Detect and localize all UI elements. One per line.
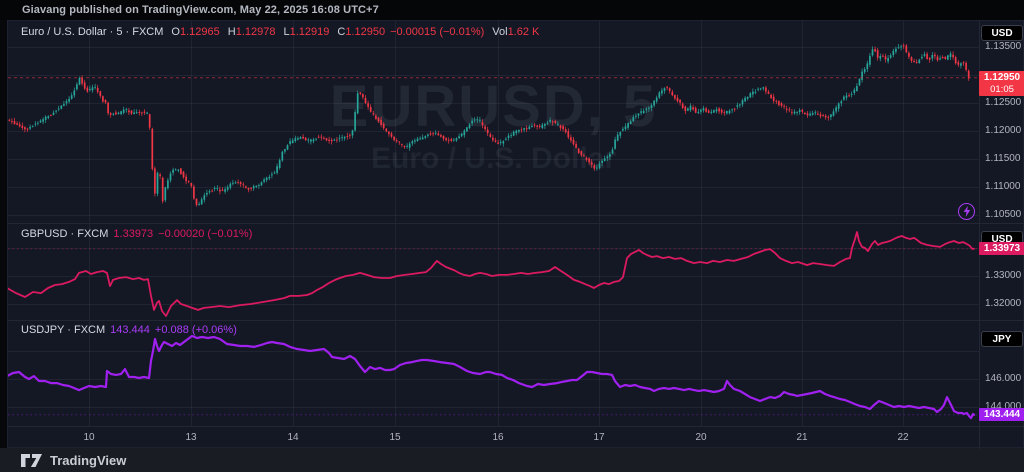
- price-axis-label: 1.12500: [985, 97, 1022, 108]
- time-axis-label: 20: [695, 432, 707, 443]
- volume-value: 1.62 K: [507, 26, 540, 38]
- price-axis-label: 1.11500: [985, 153, 1021, 164]
- price-axis-label: 1.13500: [985, 41, 1022, 52]
- price-axis-label: 1.32000: [985, 298, 1022, 309]
- panel-divider: [8, 426, 1024, 427]
- usdjpy-price: 143.444: [110, 324, 150, 336]
- time-axis-label: 22: [897, 432, 909, 443]
- close-value: 1.12950: [345, 26, 386, 38]
- instant-trade-icon[interactable]: [958, 203, 975, 220]
- price-axis-label: 1.10500: [985, 209, 1022, 220]
- gbpusd-pane[interactable]: [8, 223, 979, 320]
- usdjpy-symbol-label[interactable]: USDJPY · FXCM: [21, 324, 106, 336]
- time-axis-label: 14: [287, 432, 299, 443]
- volume-label: Vol: [492, 26, 508, 38]
- time-axis-label: 10: [83, 432, 95, 443]
- low-value: 1.12919: [289, 26, 330, 38]
- eurusd-currency-badge[interactable]: USD: [981, 25, 1023, 41]
- price-axis-label: 146.000: [985, 373, 1022, 384]
- gbpusd-change: −0.00020 (−0.01%): [158, 228, 253, 240]
- eurusd-last-price: 1.12950: [983, 72, 1021, 83]
- tradingview-logo-icon[interactable]: [21, 453, 42, 467]
- low-label: L: [283, 26, 290, 38]
- attribution-text: Giavang published on TradingView.com, Ma…: [22, 4, 379, 16]
- eurusd-bar-countdown: 01:05: [990, 84, 1014, 95]
- eurusd-legend[interactable]: Euro / U.S. Dollar · 5 · FXCM O1.12965 H…: [21, 26, 539, 38]
- time-axis[interactable]: 10 13 14 15 16 17 20 21 22: [8, 426, 979, 449]
- gbpusd-legend[interactable]: GBPUSD · FXCM 1.33973 −0.00020 (−0.01%): [21, 228, 252, 240]
- price-axis-label: 1.11000: [985, 181, 1021, 192]
- usdjpy-legend[interactable]: USDJPY · FXCM 143.444 +0.088 (+0.06%): [21, 324, 237, 336]
- usdjpy-pane[interactable]: [8, 320, 979, 426]
- panel-divider[interactable]: [8, 223, 1024, 224]
- time-axis-label: 21: [796, 432, 808, 443]
- eurusd-last-price-badge: 1.12950 01:05: [979, 71, 1024, 96]
- eurusd-pane[interactable]: [8, 21, 979, 223]
- chart-area[interactable]: EURUSD, 5 Euro / U.S. Dollar Euro / U.S.…: [7, 20, 1024, 449]
- close-label: C: [337, 26, 346, 38]
- gbpusd-symbol-label[interactable]: GBPUSD · FXCM: [21, 228, 109, 240]
- price-axis-label: 144.000: [985, 401, 1022, 412]
- eurusd-change: −0.00015 (−0.01%): [390, 26, 485, 38]
- usdjpy-currency-badge[interactable]: JPY: [981, 331, 1023, 347]
- price-axis-label: 1.12000: [985, 125, 1022, 136]
- time-axis-label: 16: [492, 432, 504, 443]
- high-label: H: [227, 26, 236, 38]
- price-axis-label: 1.33000: [985, 270, 1022, 281]
- eurusd-symbol-label[interactable]: Euro / U.S. Dollar · 5 · FXCM: [21, 26, 164, 38]
- time-axis-label: 17: [593, 432, 605, 443]
- gbpusd-price: 1.33973: [113, 228, 154, 240]
- usdjpy-change: +0.088 (+0.06%): [154, 324, 237, 336]
- panel-divider[interactable]: [8, 320, 1024, 321]
- footer-bar: TradingView: [0, 448, 1024, 472]
- open-label: O: [171, 26, 180, 38]
- time-axis-label: 15: [389, 432, 401, 443]
- time-axis-label: 13: [185, 432, 197, 443]
- price-axis-divider: [979, 21, 980, 449]
- usdjpy-last-price-badge: 143.444: [979, 408, 1024, 421]
- open-value: 1.12965: [179, 26, 220, 38]
- gbpusd-last-price-badge: 1.33973: [979, 242, 1024, 255]
- high-value: 1.12978: [235, 26, 276, 38]
- attribution-bar: Giavang published on TradingView.com, Ma…: [0, 0, 1024, 20]
- tradingview-brand[interactable]: TradingView: [50, 452, 127, 468]
